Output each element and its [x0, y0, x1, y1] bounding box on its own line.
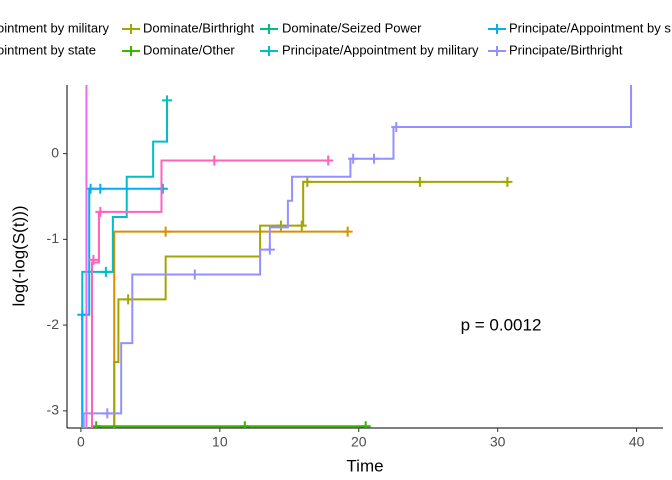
y-tick-label: 0 — [51, 144, 59, 160]
survival-line — [113, 180, 508, 428]
p-value: p = 0.0012 — [461, 315, 542, 334]
censor-mark — [264, 244, 275, 255]
censor-mark — [348, 153, 359, 164]
survival-line — [82, 85, 633, 428]
censor-mark — [162, 95, 173, 106]
censor-mark — [157, 183, 168, 194]
legend-symbol — [126, 24, 136, 34]
censor-mark — [160, 226, 171, 237]
legend-label: Dominate/Seized Power — [282, 20, 422, 35]
x-tick-label: 0 — [77, 434, 85, 450]
censor-mark — [342, 226, 353, 237]
censor-mark — [102, 408, 113, 419]
y-tick-label: -1 — [47, 230, 60, 246]
x-tick-label: 10 — [212, 434, 228, 450]
censor-mark — [502, 176, 513, 187]
legend-label: Dominate/Birthright — [143, 20, 255, 35]
censor-mark — [391, 122, 402, 133]
x-tick-label: 30 — [490, 434, 506, 450]
censor-mark — [239, 421, 250, 428]
censor-mark — [414, 176, 425, 187]
legend-label: ointment by state — [0, 42, 96, 57]
censor-mark — [209, 155, 220, 166]
censor-mark — [189, 269, 200, 280]
y-tick-label: -2 — [47, 316, 60, 332]
legend-symbol — [264, 24, 274, 34]
censor-mark — [275, 220, 286, 231]
y-axis-label: log(-log(S(t))) — [9, 205, 28, 306]
legend-label: ointment by military — [0, 20, 109, 35]
survival-line — [113, 230, 348, 428]
x-tick-label: 20 — [351, 434, 367, 450]
censor-mark — [95, 183, 106, 194]
legend-label: Principate/Birthright — [509, 42, 623, 57]
legend-label: Principate/Appointment by military — [282, 42, 479, 57]
censor-mark — [323, 155, 334, 166]
legend-label: Dominate/Other — [143, 42, 235, 57]
censor-mark — [88, 254, 99, 265]
censor-mark — [360, 421, 371, 428]
legend-symbol — [492, 46, 502, 56]
survival-line — [81, 100, 169, 428]
y-tick-label: -3 — [47, 402, 60, 418]
survival-line — [81, 187, 165, 428]
plot-area — [77, 85, 633, 428]
legend-label: Principate/Appointment by s — [509, 20, 671, 35]
legend-symbol — [264, 46, 274, 56]
x-axis-label: Time — [346, 456, 383, 475]
x-tick-label: 40 — [629, 434, 645, 450]
censor-mark — [95, 206, 106, 217]
censor-mark — [302, 176, 313, 187]
legend-symbol — [126, 46, 136, 56]
censor-mark — [100, 266, 111, 277]
legend-symbol — [492, 24, 502, 34]
censor-mark — [369, 153, 380, 164]
censor-mark — [296, 220, 307, 231]
